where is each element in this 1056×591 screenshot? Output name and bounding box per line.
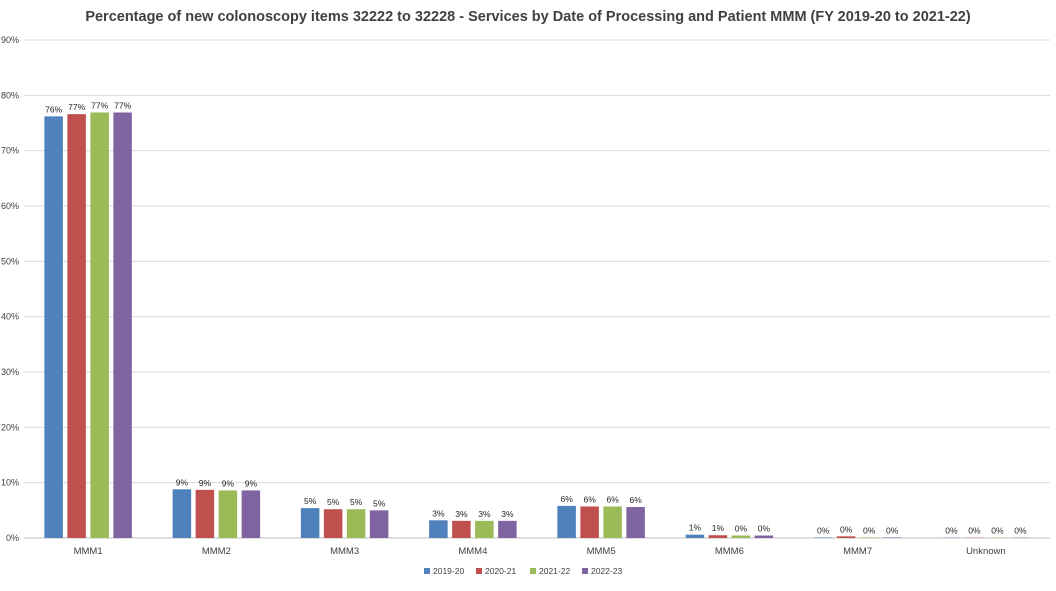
chart-title: Percentage of new colonoscopy items 3222… [85,9,971,25]
data-label: 0% [945,526,958,536]
bar [67,114,86,538]
legend-swatch [530,568,536,574]
bar [347,509,366,538]
data-label: 77% [68,102,85,112]
data-label: 1% [712,523,725,533]
bar [173,489,192,538]
data-label: 0% [968,526,981,536]
x-tick-label: MMM7 [843,546,872,557]
data-label: 6% [560,494,573,504]
bar [814,537,833,538]
bar [580,506,599,538]
y-tick-label: 40% [1,312,19,322]
legend-label: 2020-21 [485,566,516,576]
bar [475,521,494,538]
data-label: 5% [304,496,317,506]
data-label: 76% [45,104,62,114]
data-label: 0% [863,525,876,535]
data-label: 6% [583,494,596,504]
data-label: 0% [991,526,1004,536]
data-label: 6% [606,494,619,504]
bar [242,490,261,538]
data-label: 0% [817,525,830,535]
bar [755,536,774,538]
data-label: 0% [758,524,771,534]
y-tick-label: 10% [1,478,19,488]
bar [90,112,109,538]
bar [603,506,622,538]
y-axis: 0% 10% 20% 30% 40% 50% 60% 70% 80% 90% [1,35,19,543]
y-tick-label: 90% [1,35,19,45]
bar [324,509,343,538]
data-label: 1% [689,523,702,533]
bar [883,537,902,538]
legend: 2019-20 2020-21 2021-22 2022-23 [424,566,622,576]
data-label: 0% [1014,526,1027,536]
bar [498,521,517,538]
data-label: 3% [501,509,514,519]
data-label: 0% [735,524,748,534]
y-tick-label: 60% [1,201,19,211]
gridlines [24,40,1050,538]
legend-swatch [424,568,430,574]
y-tick-label: 0% [6,533,19,543]
bar [452,521,471,538]
legend-swatch [582,568,588,574]
data-label: 5% [373,498,386,508]
bar [557,506,576,538]
data-label: 77% [91,100,108,110]
y-tick-label: 20% [1,422,19,432]
bar [686,535,705,538]
bar [860,537,879,538]
legend-swatch [476,568,482,574]
data-label: 5% [327,497,340,507]
data-label: 0% [840,524,853,534]
x-tick-label: MMM2 [202,546,231,557]
data-label: 9% [222,478,235,488]
data-label: 9% [199,478,212,488]
x-tick-label: MMM4 [458,546,487,557]
bar [370,510,389,538]
legend-item: 2022-23 [582,566,622,576]
legend-label: 2022-23 [591,566,622,576]
bar [732,536,751,538]
data-label: 77% [114,100,131,110]
data-label: 3% [478,509,491,519]
data-label: 6% [629,495,642,505]
x-tick-label: MMM6 [715,546,744,557]
bar [626,507,645,538]
bar [44,116,63,538]
bars: 76% 77% 77% 77% 9% 9% 9% 9% 5% 5% 5% 5% 3% 3% 3% 3% 6% 6%… [44,100,1029,538]
bar [837,536,856,538]
bar [113,112,132,538]
y-tick-label: 50% [1,256,19,266]
data-label: 5% [350,497,363,507]
data-label: 3% [455,509,468,519]
x-tick-label: MMM5 [587,546,616,557]
legend-label: 2019-20 [433,566,464,576]
bar [196,490,215,538]
x-tick-label: MMM3 [330,546,359,557]
legend-item: 2020-21 [476,566,516,576]
legend-label: 2021-22 [539,566,570,576]
legend-item: 2021-22 [530,566,570,576]
data-label: 9% [176,477,189,487]
y-tick-label: 70% [1,146,19,156]
bar [709,535,728,538]
x-tick-label: Unknown [966,546,1006,557]
bar [429,520,448,538]
y-tick-label: 30% [1,367,19,377]
data-label: 3% [432,508,445,518]
data-label: 9% [245,478,258,488]
x-tick-label: MMM1 [74,546,103,557]
x-axis: MMM1 MMM2 MMM3 MMM4 MMM5 MMM6 MMM7 Unknown [74,546,1006,557]
bar [301,508,320,538]
bar [219,490,238,538]
y-tick-label: 80% [1,90,19,100]
data-label: 0% [886,525,899,535]
legend-item: 2019-20 [424,566,464,576]
